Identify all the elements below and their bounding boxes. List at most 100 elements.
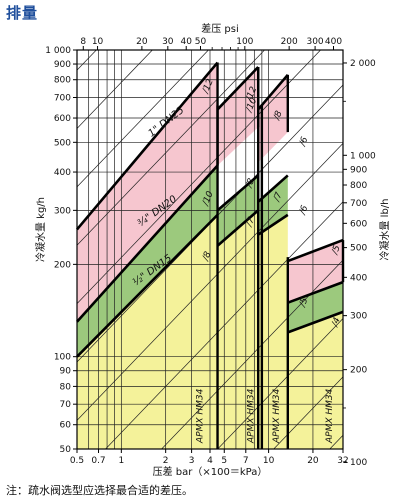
x-top-tick-label-8: 300 (306, 37, 323, 47)
band-2-top-3 (287, 310, 344, 334)
diagonal-line-4 (161, 259, 344, 450)
y-right-tick-label-5: 600 (350, 219, 367, 229)
band-0-top-1 (216, 66, 260, 111)
y-right-tick-label-1: 1 000 (350, 151, 376, 161)
diagonal-line-5 (105, 201, 344, 450)
y-right-tick-label-9: 200 (350, 366, 367, 376)
diagonal-line-6 (76, 143, 344, 421)
band-1-top-0 (76, 164, 219, 323)
x-top-tick-label-2: 20 (136, 37, 148, 47)
footnote: 注：疏水阀选型应选择最合适的差压。 (6, 484, 193, 497)
range-label-3: APMX HM34 (325, 388, 335, 444)
y-right-tick-label-0: 2 000 (350, 59, 376, 69)
band-1-segment-2 (258, 175, 288, 235)
band-1-segment-0 (77, 165, 218, 357)
y-right-tick-label-4: 700 (350, 199, 367, 209)
band-0-top-2 (257, 73, 289, 111)
y-right-tick-label-8: 300 (350, 312, 367, 322)
y-left-tick-label-2: 800 (54, 76, 71, 86)
band-1-top-1 (216, 174, 260, 212)
range-label-1: APMX HM34 (247, 388, 257, 444)
y-left-tick-label-7: 300 (54, 206, 71, 216)
y-right-tick-label-6: 500 (350, 244, 367, 254)
y-right-tick-label-3: 800 (350, 181, 367, 191)
x-top-tick-label-7: 200 (281, 37, 298, 47)
x-top-tick-label-0: 8 (80, 37, 86, 47)
diagonal-line-1 (329, 435, 344, 450)
diagonal-line-12 (76, 49, 97, 71)
diagonal-line-2 (273, 376, 344, 450)
orifice-label-13: /4 (330, 316, 343, 329)
x-tick-label-3: 2 (163, 456, 169, 466)
orifice-label-11: /5 (298, 296, 311, 309)
y-left-tick-label-1: 900 (54, 60, 71, 70)
y-left-tick-label-13: 60 (60, 421, 72, 431)
orifice-label-12: /5 (330, 244, 343, 257)
grid-lines (76, 49, 344, 450)
band-2-segment-0 (77, 214, 218, 449)
band-1-segment-3 (287, 282, 343, 333)
x-tick-label-10: 32 (337, 456, 348, 466)
y-right-tick-label-10: 100 (350, 458, 367, 468)
x-top-tick-label-9: 400 (325, 37, 342, 47)
band-0-segment-2 (258, 74, 288, 163)
x-tick-label-5: 4 (207, 456, 213, 466)
diagonal-line-9 (76, 49, 265, 246)
y-left-tick-label-6: 400 (54, 168, 71, 178)
x-tick-label-1: 0.7 (91, 456, 105, 466)
chart-heading: 排量 (6, 4, 39, 22)
x-top-tick-label-6: 100 (236, 37, 253, 47)
x-tick-label-8: 10 (263, 456, 275, 466)
diagonal-line-11 (76, 49, 153, 129)
axes: 1 00090080070060050040030020010090807060… (34, 22, 391, 478)
band-1-top-3 (287, 280, 344, 304)
orifice-label-9: /6 (298, 135, 311, 148)
orifice-label-5: /8 (244, 177, 257, 190)
x-top-tick-label-5: 50 (195, 37, 207, 47)
y-left-tick-label-3: 700 (54, 94, 71, 104)
y-right-tick-label-7: 400 (350, 273, 367, 283)
orifice-label-2: /8 (201, 250, 214, 263)
band-0-top-0 (76, 61, 219, 231)
y-left-tick-label-5: 500 (54, 138, 71, 148)
capacity-chart: /12/10/8/12/10/8/7/8/7/6/6/5/5/41" DN25¾… (34, 22, 391, 478)
range-label-2: APMX HM34 (272, 388, 282, 444)
x-tick-label-2: 1 (118, 456, 124, 466)
x-top-tick-label-4: 40 (180, 37, 192, 47)
diagonal-line-3 (217, 318, 344, 450)
band-1-top-2 (257, 174, 289, 203)
y-right-axis-title: 冷凝水量 lb/h (378, 198, 391, 260)
x-tick-label-4: 3 (189, 456, 195, 466)
y-right-tick-label-2: 900 (350, 165, 367, 175)
band-0-segment-0 (77, 62, 218, 322)
band-2-segment-3 (287, 311, 343, 449)
band-2-segment-1 (217, 210, 259, 449)
y-left-tick-label-11: 80 (60, 382, 72, 392)
band-2-top-2 (257, 213, 289, 236)
diagonal-line-8 (76, 49, 321, 304)
band-boundary-lines (76, 61, 345, 449)
y-left-tick-label-12: 70 (60, 400, 72, 410)
x-tick-label-7: 7 (243, 456, 249, 466)
x-axis-title: 压差 bar（×100＝kPa） (153, 465, 268, 478)
orifice-label-8: /7 (272, 191, 285, 204)
orifice-label-10: /6 (298, 204, 311, 217)
top-axis-title: 差压 psi (201, 22, 239, 35)
y-left-tick-label-8: 200 (54, 260, 71, 270)
range-label-0: APMX HM34 (195, 388, 205, 444)
band-0-top-3 (287, 238, 344, 263)
band-2-segment-2 (258, 214, 288, 449)
orifice-label-6: /7 (244, 216, 257, 229)
y-left-axis-title: 冷凝水量 kg/h (34, 197, 47, 262)
orifice-label-7: /8 (272, 109, 285, 122)
diagonal-line-10 (76, 49, 209, 188)
band-2-top-0 (76, 213, 219, 358)
y-left-tick-label-14: 50 (60, 445, 72, 455)
y-left-tick-label-9: 100 (54, 353, 71, 363)
x-tick-label-6: 5 (221, 456, 227, 466)
y-left-tick-label-4: 600 (54, 114, 71, 124)
x-top-tick-label-1: 10 (92, 37, 104, 47)
x-top-tick-label-3: 30 (162, 37, 174, 47)
x-tick-label-9: 20 (307, 456, 319, 466)
x-tick-label-0: 0.5 (70, 456, 84, 466)
